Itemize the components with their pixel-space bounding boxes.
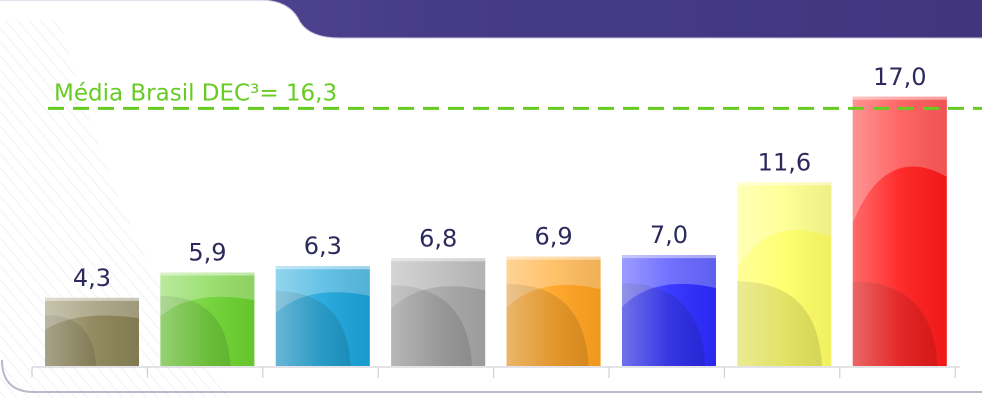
bar <box>160 272 255 366</box>
bar-top-edge <box>852 96 947 100</box>
bar-top-edge <box>622 255 716 259</box>
bar-top-edge <box>160 272 255 276</box>
header-edge <box>0 0 982 39</box>
bar-value-label: 6,9 <box>535 223 573 251</box>
bar <box>45 297 139 366</box>
header-band <box>0 0 982 38</box>
bar-sheen <box>737 182 832 366</box>
bar-sheen <box>506 256 601 366</box>
average-reference-label: Média Brasil DEC³= 16,3 <box>54 80 337 106</box>
bar-sheen <box>852 96 947 366</box>
bar-value-label: 5,9 <box>188 239 226 267</box>
bar-sheen <box>275 266 370 366</box>
bar-top-edge <box>45 297 139 301</box>
value-labels-group: 4,3 5,9 6,3 6,8 6,9 7,0 11,6 17,0 <box>73 63 927 292</box>
bar-value-label: 7,0 <box>650 221 688 249</box>
bar-sheen <box>45 297 139 366</box>
bar-top-edge <box>275 266 370 270</box>
bar <box>622 255 716 366</box>
bar-top-edge <box>391 258 486 262</box>
bar <box>391 258 486 366</box>
bar-top-edge <box>737 182 832 186</box>
bar-top-edge <box>506 256 601 260</box>
x-axis <box>31 366 960 378</box>
bar-sheen <box>391 258 486 366</box>
bar <box>852 96 947 366</box>
bar <box>506 256 601 366</box>
bar-value-label: 17,0 <box>873 63 926 91</box>
bar <box>737 182 832 366</box>
bar-sheen <box>622 255 716 366</box>
bar-sheen <box>160 272 255 366</box>
panel-border <box>1 359 982 393</box>
bar-value-label: 6,3 <box>304 232 342 260</box>
bar-value-label: 6,8 <box>419 224 457 252</box>
bar-value-label: 11,6 <box>758 148 811 176</box>
bars-group <box>45 96 947 366</box>
bar-value-label: 4,3 <box>73 264 111 292</box>
bar <box>275 266 370 366</box>
